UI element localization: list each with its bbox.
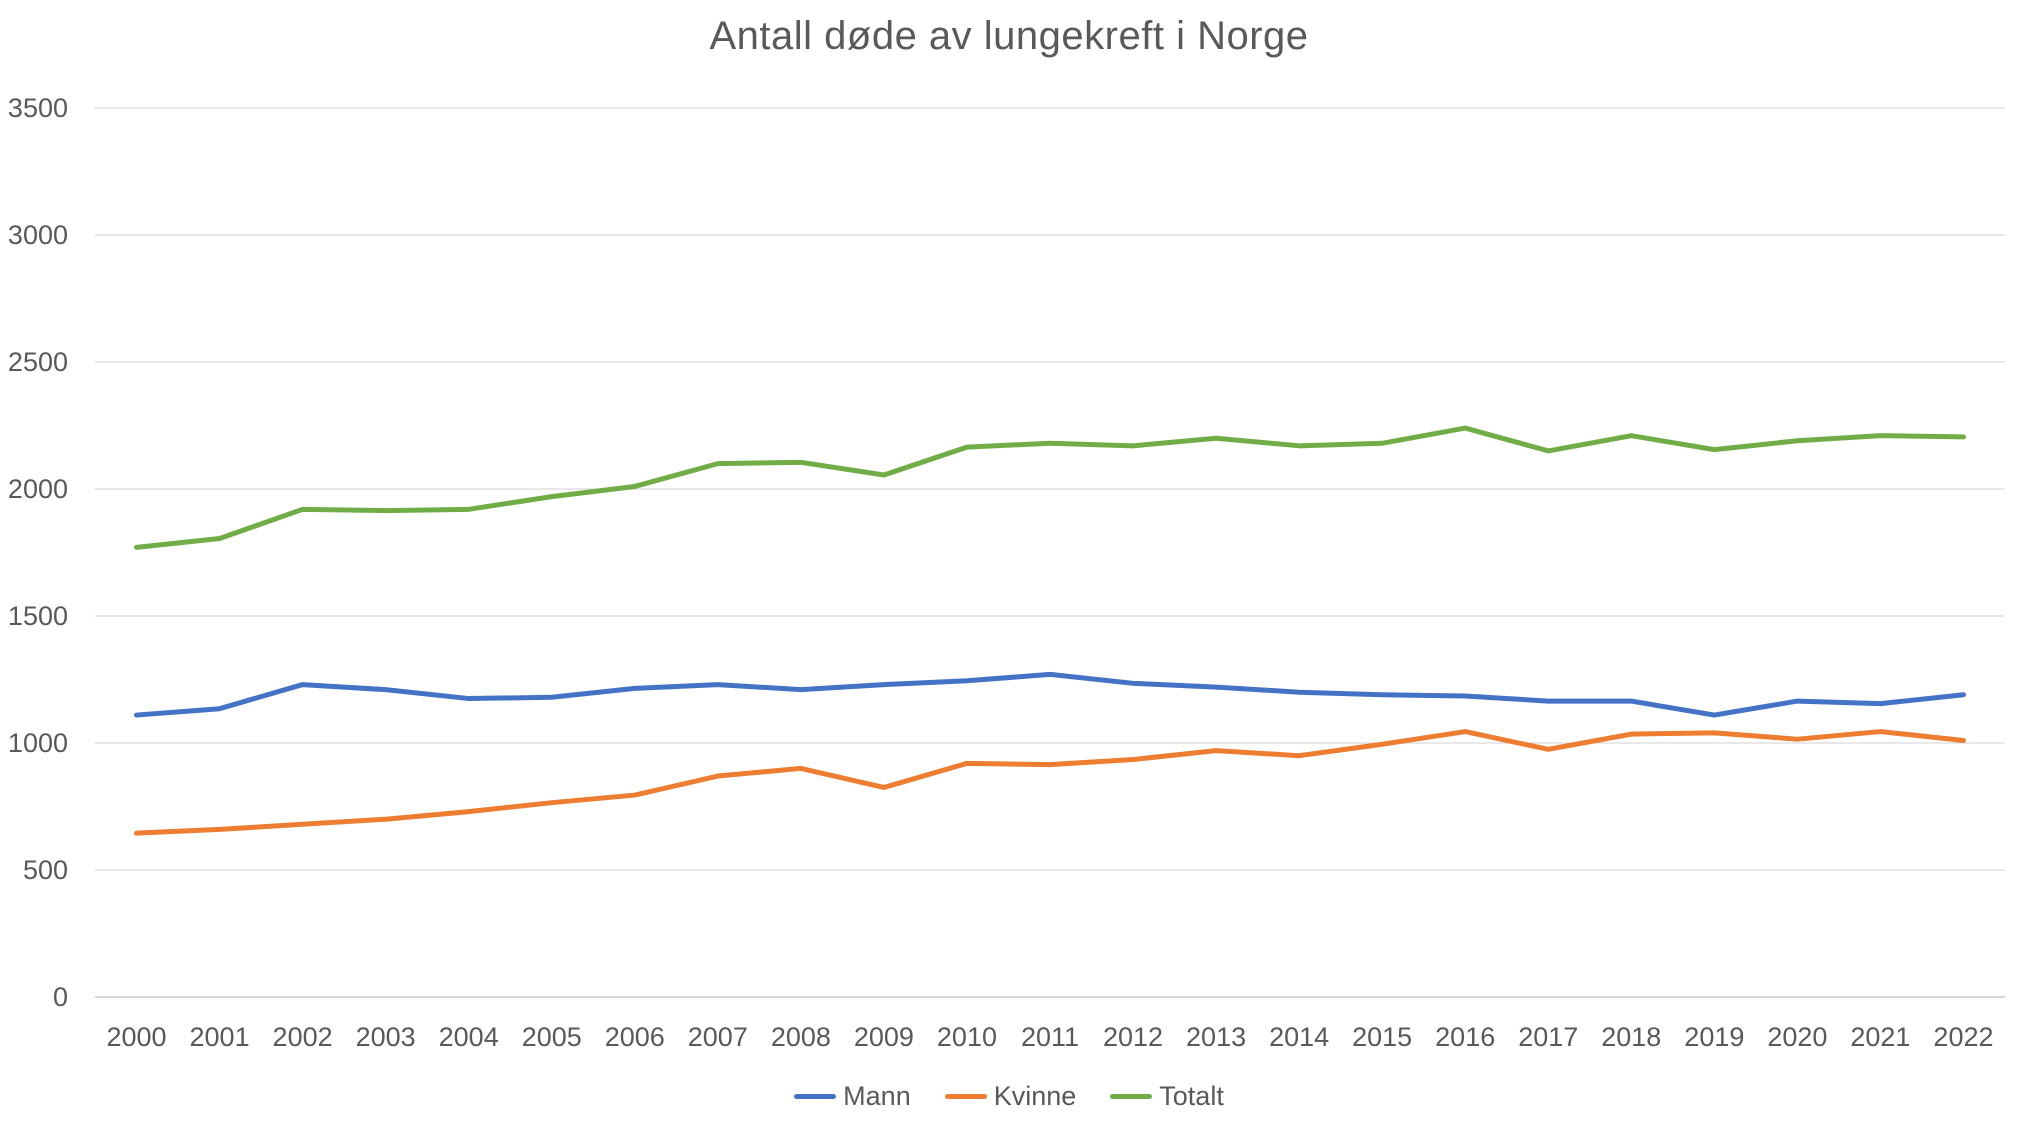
x-tick-label: 2017 (1518, 1022, 1579, 1052)
series-line-totalt (134, 425, 1966, 550)
chart-title: Antall døde av lungekreft i Norge (709, 14, 1309, 58)
x-tick-label: 2003 (355, 1022, 416, 1052)
x-tick-label: 2000 (106, 1022, 167, 1052)
x-tick-label: 2004 (438, 1022, 499, 1052)
legend-item-totalt: Totalt (1110, 1081, 1224, 1112)
x-tick-label: 2005 (521, 1022, 582, 1052)
series-line-kvinne (134, 729, 1966, 836)
x-tick-label: 2011 (1020, 1022, 1080, 1052)
x-tick-label: 2015 (1352, 1022, 1413, 1052)
x-tick-label: 2007 (687, 1022, 748, 1052)
x-tick-label: 2002 (272, 1022, 333, 1052)
x-tick-label: 2010 (936, 1022, 997, 1052)
y-tick-label: 1000 (7, 728, 68, 758)
x-tick-label: 2022 (1933, 1022, 1994, 1052)
y-tick-label: 3500 (7, 93, 68, 123)
y-tick-label: 0 (52, 982, 68, 1012)
x-tick-label: 2014 (1269, 1022, 1330, 1052)
legend-swatch-totalt (1110, 1093, 1153, 1099)
series-line-mann (134, 671, 1966, 718)
y-tick-label: 2500 (7, 347, 68, 377)
legend-item-kvinne: Kvinne (944, 1080, 1077, 1112)
y-tick-label: 3000 (7, 220, 68, 250)
legend-item-mann: Mann (794, 1081, 911, 1112)
y-tick-label: 1500 (7, 601, 68, 631)
legend-label-kvinne: Kvinne (993, 1080, 1077, 1111)
x-tick-label: 2001 (189, 1022, 250, 1052)
x-tick-label: 2012 (1102, 1022, 1164, 1052)
x-tick-label: 2019 (1684, 1022, 1745, 1052)
legend-swatch-mann (794, 1093, 837, 1099)
y-tick-label: 2000 (7, 474, 68, 504)
x-tick-label: 2020 (1767, 1022, 1828, 1052)
y-tick-label: 500 (22, 855, 68, 885)
x-tick-label: 2016 (1435, 1022, 1496, 1052)
x-tick-label: 2009 (853, 1022, 914, 1052)
x-tick-label: 2021 (1850, 1022, 1911, 1052)
legend-label-totalt: Totalt (1159, 1080, 1224, 1111)
x-tick-label: 2013 (1186, 1022, 1247, 1052)
legend-swatch-kvinne (944, 1093, 987, 1099)
x-tick-label: 2006 (604, 1022, 665, 1052)
x-tick-label: 2008 (770, 1022, 831, 1052)
x-tick-label: 2018 (1601, 1022, 1662, 1052)
chart-legend: Mann Kvinne Totalt (0, 1074, 2018, 1118)
legend-label-mann: Mann (843, 1080, 911, 1111)
